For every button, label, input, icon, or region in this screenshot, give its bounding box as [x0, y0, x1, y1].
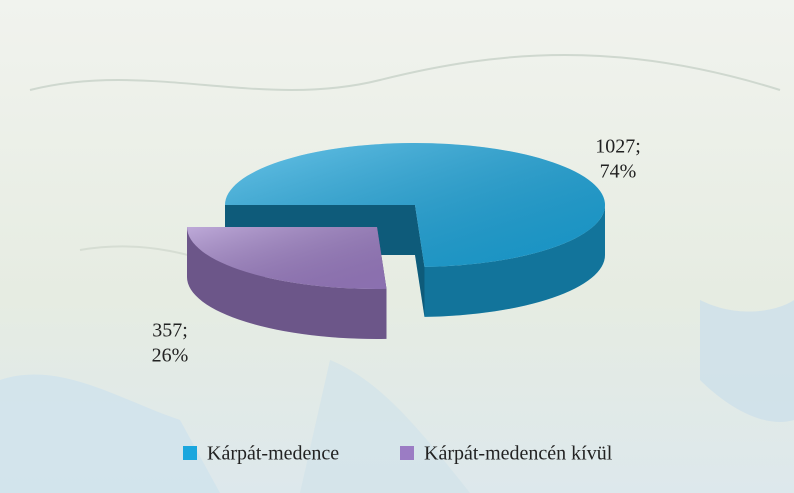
data-label: 26%	[152, 345, 189, 367]
data-label: 74%	[600, 161, 637, 183]
legend-marker	[183, 446, 197, 460]
data-label: 1027;	[595, 136, 641, 158]
legend-label: Kárpát-medencén kívül	[424, 443, 613, 465]
legend-marker	[400, 446, 414, 460]
data-label: 357;	[152, 320, 188, 342]
legend-label: Kárpát-medence	[207, 443, 339, 465]
chart: 1027; 74% 357; 26% Kárpát-medence Kárpát-med…	[0, 0, 794, 493]
